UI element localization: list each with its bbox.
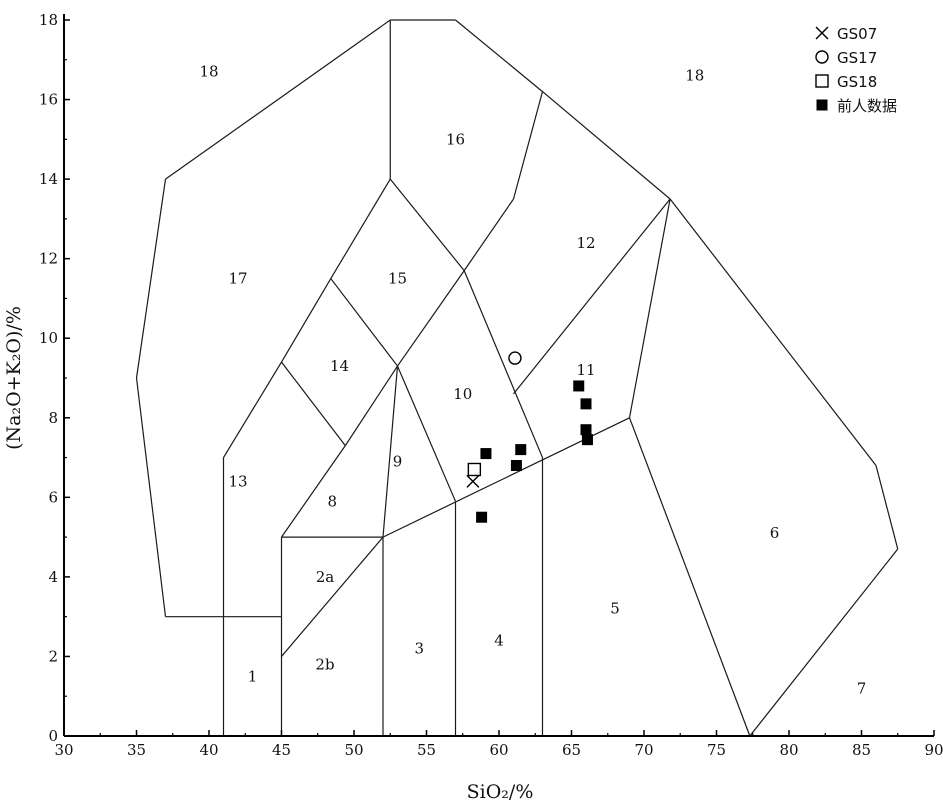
field-boundary <box>397 270 465 367</box>
x-tick-label: 35 <box>127 741 146 759</box>
field-label: 3 <box>414 639 424 657</box>
x-tick-label: 90 <box>924 741 943 759</box>
field-boundary <box>222 361 283 458</box>
legend-marker <box>815 26 829 40</box>
field-boundary <box>463 198 514 271</box>
field-boundary <box>135 377 167 617</box>
x-tick-label: 60 <box>489 741 508 759</box>
field-label: 7 <box>857 679 867 697</box>
field-boundary <box>281 361 346 446</box>
field-label: 10 <box>453 385 472 403</box>
x-tick-label: 70 <box>634 741 653 759</box>
field-label: 18 <box>685 67 704 85</box>
field-boundary <box>542 91 671 200</box>
field-boundary <box>281 536 384 657</box>
y-tick-label: 12 <box>39 250 58 268</box>
field-boundary <box>463 270 544 458</box>
field-label: 1 <box>248 667 258 685</box>
field-label: 16 <box>446 130 465 148</box>
field-label: 9 <box>393 453 403 471</box>
legend-label: GS18 <box>837 73 877 91</box>
field-boundary <box>628 417 751 737</box>
y-tick-label: 4 <box>48 568 58 586</box>
field-label: 2b <box>315 655 334 673</box>
legend-marker <box>816 99 828 111</box>
field-boundary <box>875 465 899 550</box>
x-tick-label: 75 <box>707 741 726 759</box>
y-tick-label: 0 <box>48 727 58 745</box>
y-tick-label: 16 <box>39 91 58 109</box>
field-label: 2a <box>316 568 335 586</box>
field-label: 12 <box>576 234 595 252</box>
x-tick-label: 45 <box>272 741 291 759</box>
legend-marker <box>815 50 829 64</box>
field-boundary <box>382 366 399 538</box>
field-label: 15 <box>388 270 407 288</box>
y-tick-label: 14 <box>39 170 58 188</box>
field-label: 18 <box>199 63 218 81</box>
field-boundary <box>135 179 167 379</box>
y-tick-label: 18 <box>39 11 58 29</box>
field-boundary <box>344 365 399 446</box>
y-axis-title: (Na₂O+K₂O)/% <box>3 306 25 450</box>
field-boundary <box>669 198 877 466</box>
legend-label: GS17 <box>837 49 877 67</box>
field-boundary <box>512 91 544 200</box>
field-label: 6 <box>770 524 780 542</box>
field-boundary <box>281 445 346 538</box>
field-boundary <box>628 198 671 418</box>
field-boundary <box>396 365 457 502</box>
field-boundary <box>455 19 543 93</box>
data-point <box>476 511 488 523</box>
legend-label: GS07 <box>837 25 877 43</box>
data-point <box>515 444 527 456</box>
field-boundary <box>749 548 899 737</box>
field-label: 11 <box>576 361 595 379</box>
data-point <box>510 460 522 472</box>
x-tick-label: 55 <box>417 741 436 759</box>
x-tick-label: 40 <box>199 741 218 759</box>
legend-marker <box>815 74 829 88</box>
data-point <box>467 462 482 477</box>
field-boundary <box>330 278 398 367</box>
y-tick-label: 8 <box>48 409 58 427</box>
legend: GS07 GS17 GS18 前人数据 <box>815 25 897 115</box>
field-label: 5 <box>610 600 620 618</box>
field-boundary <box>280 278 332 363</box>
data-point <box>480 448 492 460</box>
data-point <box>466 474 480 488</box>
field-label: 4 <box>494 632 504 650</box>
field-boundary <box>330 178 391 279</box>
data-point <box>508 351 522 365</box>
data-points <box>466 351 593 523</box>
x-tick-label: 65 <box>562 741 581 759</box>
x-tick-label: 50 <box>344 741 363 759</box>
y-tick-label: 2 <box>48 647 58 665</box>
data-point <box>573 380 585 392</box>
classification-fields: 1 2a 2b 3 4 5 6 7 8 9 10 11 12 13 14 15 16 17 18 18 <box>135 19 899 737</box>
legend-label: 前人数据 <box>837 97 897 115</box>
data-point <box>580 398 592 410</box>
y-tick-label: 10 <box>39 329 58 347</box>
y-tick-label: 6 <box>48 488 58 506</box>
field-label: 13 <box>228 472 247 490</box>
field-label: 17 <box>228 270 247 288</box>
axes: 30 35 40 45 50 55 60 65 70 75 80 85 9002468101214161… <box>39 11 943 759</box>
field-label: 8 <box>327 492 337 510</box>
field-boundary <box>513 198 671 395</box>
data-point <box>580 424 592 436</box>
field-label: 14 <box>330 357 349 375</box>
x-tick-label: 85 <box>852 741 871 759</box>
x-tick-label: 30 <box>54 741 73 759</box>
x-tick-label: 80 <box>779 741 798 759</box>
data-point <box>581 434 593 446</box>
x-axis-title: SiO₂/% <box>467 781 534 803</box>
field-boundary <box>389 178 465 271</box>
field-boundary <box>165 19 391 180</box>
